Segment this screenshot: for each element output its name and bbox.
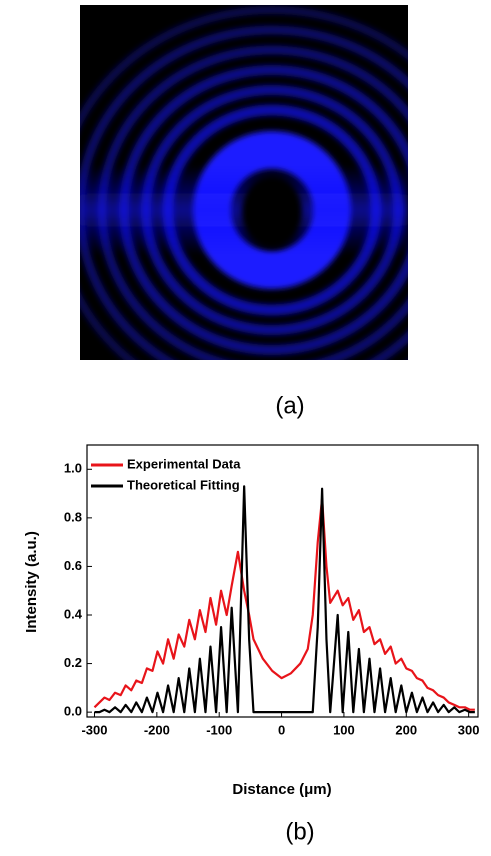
data-line <box>93 497 475 711</box>
x-tick-label: -300 <box>81 722 107 737</box>
diffraction-image <box>80 5 408 360</box>
legend-label: Theoretical Fitting <box>127 477 240 492</box>
x-tick-label: 100 <box>333 722 355 737</box>
x-tick-label: 200 <box>395 722 417 737</box>
y-tick-label: 0.0 <box>64 704 82 719</box>
x-tick-label: -200 <box>144 722 170 737</box>
legend-label: Experimental Data <box>127 456 241 471</box>
y-tick-label: 1.0 <box>64 461 82 476</box>
panel-label: (a) <box>275 392 304 419</box>
x-tick-label: 0 <box>278 722 285 737</box>
y-tick-label: 0.6 <box>64 558 82 573</box>
y-axis-label: Intensity (a.u.) <box>23 531 40 633</box>
x-tick-label: -100 <box>206 722 232 737</box>
data-line <box>94 485 475 714</box>
y-tick-label: 0.2 <box>64 655 82 670</box>
x-axis-label: Distance (μm) <box>232 781 331 798</box>
panel-label: (b) <box>285 818 314 845</box>
plot-frame <box>86 444 479 718</box>
y-tick-label: 0.8 <box>64 509 82 524</box>
x-tick-label: 300 <box>458 722 480 737</box>
y-tick-label: 0.4 <box>64 606 83 621</box>
